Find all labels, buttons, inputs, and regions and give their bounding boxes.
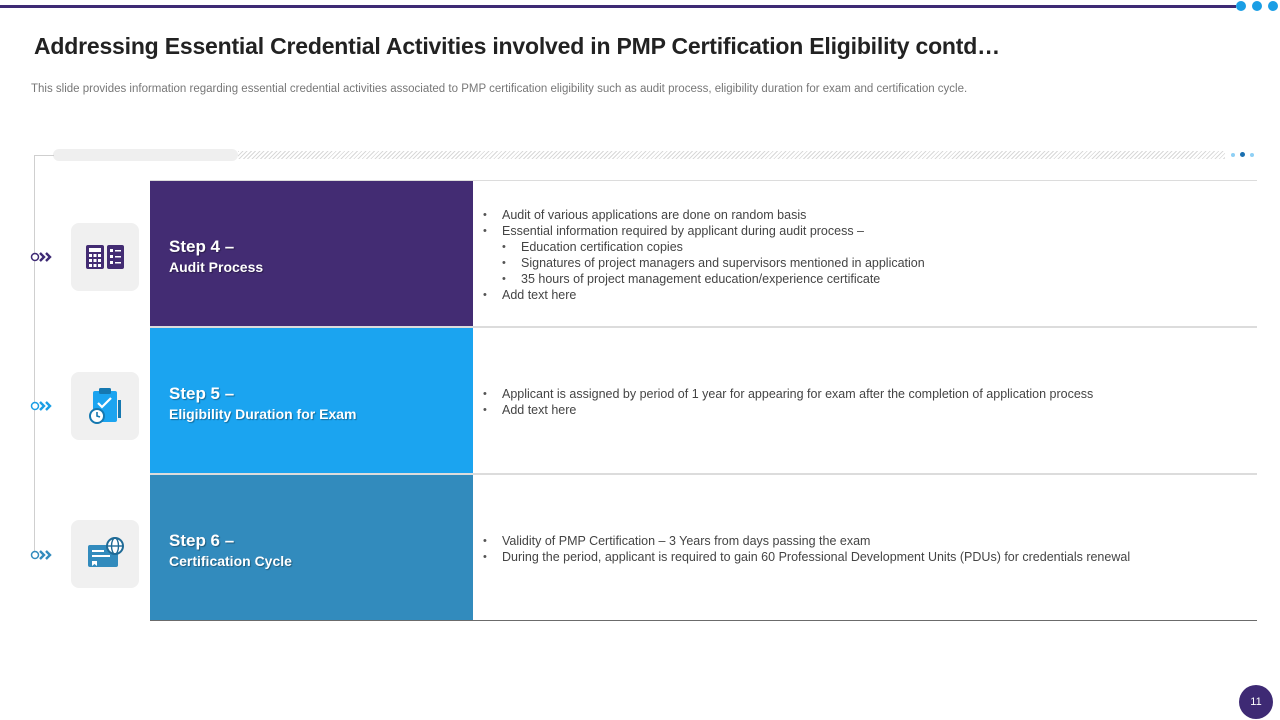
step-4-content: Audit of various applications are done o… [483,181,1257,326]
sub-bullet-item: Education certification copies [483,239,925,255]
decorative-dot [1240,152,1245,157]
bullet-item: Add text here [483,402,1093,418]
top-dot-3 [1268,1,1278,11]
step-row-6: Step 6 – Certification Cycle Validity of… [150,474,1257,621]
bullet-item: Add text here [483,287,925,303]
top-accent-line [0,5,1236,8]
step-6-name: Certification Cycle [169,553,292,569]
decorative-dot [1231,153,1235,157]
double-chevron-icon [30,401,52,411]
bullet-item: Essential information required by applic… [483,223,925,239]
step-5-label-panel: Step 5 – Eligibility Duration for Exam [150,328,473,473]
clipboard-clock-icon [89,388,121,424]
bullet-item: Validity of PMP Certification – 3 Years … [483,533,1130,549]
decorative-hatch [238,151,1225,159]
step-6-number: Step 6 – [169,531,235,550]
step-row-5: Step 5 – Eligibility Duration for Exam A… [150,327,1257,474]
timeline-cap [34,155,54,156]
top-dot-1 [1236,1,1246,11]
certificate-globe-icon [88,537,124,567]
step-4-name: Audit Process [169,259,264,275]
page-number-badge: 11 [1239,685,1273,719]
bullet-item: Audit of various applications are done o… [483,207,925,223]
decorative-dot [1250,153,1254,157]
timeline-marker-step-6 [30,548,56,562]
step-4-bullets: Audit of various applications are done o… [483,207,925,303]
step-4-label-panel: Step 4 – Audit Process [150,181,473,326]
step-5-bullets: Applicant is assigned by period of 1 yea… [483,386,1093,418]
calculator-checklist-icon [86,245,124,269]
step-5-content: Applicant is assigned by period of 1 yea… [483,328,1257,473]
step-5-icon-box [71,372,139,440]
bullet-item: During the period, applicant is required… [483,549,1130,565]
step-6-bullets: Validity of PMP Certification – 3 Years … [483,533,1130,565]
decorative-pill [53,149,238,161]
timeline-line [34,156,35,556]
step-5-name: Eligibility Duration for Exam [169,406,357,422]
bullet-item: Applicant is assigned by period of 1 yea… [483,386,1093,402]
sub-bullet-item: Signatures of project managers and super… [483,255,925,271]
step-4-icon-box [71,223,139,291]
sub-bullet-item: 35 hours of project management education… [483,271,925,287]
step-6-icon-box [71,520,139,588]
timeline-marker-step-5 [30,399,56,413]
top-dot-2 [1252,1,1262,11]
step-6-label-panel: Step 6 – Certification Cycle [150,475,473,620]
step-row-4: Step 4 – Audit Process Audit of various … [150,180,1257,327]
double-chevron-icon [30,550,52,560]
slide-subtitle: This slide provides information regardin… [31,83,968,95]
timeline-marker-step-4 [30,250,56,264]
double-chevron-icon [30,252,52,262]
step-4-number: Step 4 – [169,237,235,256]
slide-title: Addressing Essential Credential Activiti… [34,33,1000,59]
step-5-number: Step 5 – [169,384,235,403]
decorative-header-bar [53,149,1225,161]
step-6-content: Validity of PMP Certification – 3 Years … [483,475,1257,620]
